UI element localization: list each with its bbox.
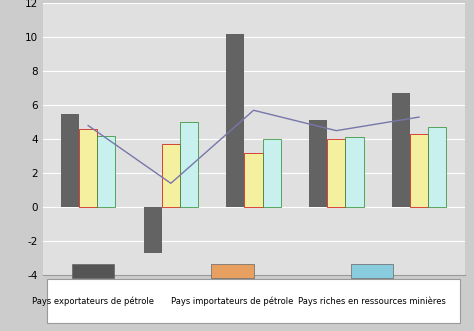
Bar	[162, 144, 180, 207]
Bar	[97, 136, 116, 207]
Bar	[263, 139, 281, 207]
Bar	[79, 129, 97, 207]
Bar	[61, 114, 79, 207]
Bar	[180, 122, 198, 207]
Bar	[226, 34, 245, 207]
Bar	[392, 93, 410, 207]
Text: Pays importateurs de pétrole: Pays importateurs de pétrole	[171, 297, 294, 306]
Bar	[309, 120, 327, 207]
Bar	[410, 134, 428, 207]
Bar	[144, 207, 162, 253]
Bar	[245, 153, 263, 207]
Bar	[428, 127, 447, 207]
Bar	[346, 137, 364, 207]
Bar	[72, 263, 114, 278]
X-axis label: Année: Année	[234, 294, 273, 304]
Bar	[327, 139, 346, 207]
Text: Pays riches en ressources minières: Pays riches en ressources minières	[298, 297, 446, 306]
Bar	[351, 263, 393, 278]
Bar	[211, 263, 254, 278]
Text: Pays exportateurs de pétrole: Pays exportateurs de pétrole	[32, 297, 154, 306]
FancyBboxPatch shape	[47, 279, 460, 323]
